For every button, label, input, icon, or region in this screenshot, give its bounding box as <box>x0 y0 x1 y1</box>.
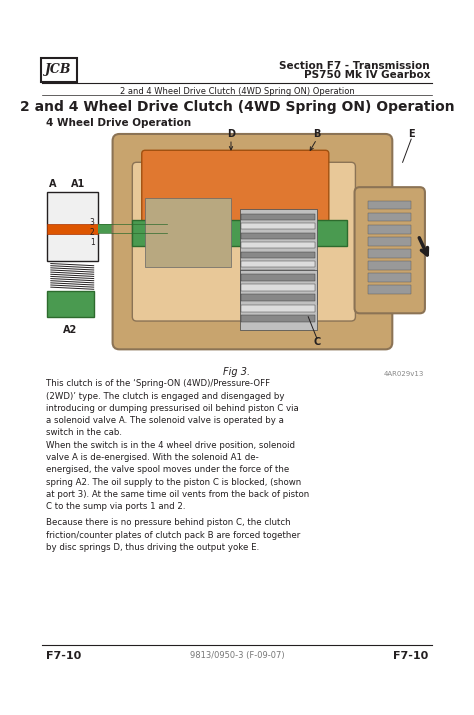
Text: 1: 1 <box>90 238 94 247</box>
Bar <box>368 249 411 257</box>
Bar <box>241 290 315 295</box>
Bar <box>368 201 411 209</box>
Bar <box>368 261 411 270</box>
FancyBboxPatch shape <box>142 150 329 226</box>
Text: 4AR029v13: 4AR029v13 <box>383 371 424 377</box>
Bar <box>145 198 231 267</box>
FancyBboxPatch shape <box>113 134 392 350</box>
Text: A: A <box>49 179 56 189</box>
Text: This clutch is of the ‘Spring-ON (4WD)/Pressure-OFF
(2WD)’ type. The clutch is e: This clutch is of the ‘Spring-ON (4WD)/P… <box>46 380 299 437</box>
FancyBboxPatch shape <box>132 162 356 321</box>
Bar <box>98 224 167 232</box>
Text: 4 Wheel Drive Operation: 4 Wheel Drive Operation <box>46 118 191 128</box>
Bar <box>368 273 411 282</box>
Bar <box>241 295 315 301</box>
Text: F7-10: F7-10 <box>393 651 428 661</box>
Bar <box>368 225 411 234</box>
Bar <box>42 128 432 368</box>
Bar <box>241 242 315 248</box>
Text: D: D <box>227 129 235 139</box>
Bar <box>239 270 317 330</box>
Bar <box>46 192 98 261</box>
Bar <box>239 209 317 304</box>
Bar <box>46 291 94 317</box>
Text: Section F7 - Transmission: Section F7 - Transmission <box>280 61 430 71</box>
Text: 9813/0950-3 (F-09-07): 9813/0950-3 (F-09-07) <box>190 651 284 661</box>
Bar <box>241 315 315 322</box>
Text: A1: A1 <box>71 179 85 189</box>
Text: Fig 3.: Fig 3. <box>223 367 251 377</box>
Bar <box>241 261 315 267</box>
Bar <box>241 252 315 257</box>
Text: A2: A2 <box>63 325 77 335</box>
Bar <box>368 285 411 294</box>
Bar <box>241 284 315 291</box>
Text: PS750 Mk IV Gearbox: PS750 Mk IV Gearbox <box>303 69 430 79</box>
Bar <box>241 214 315 220</box>
Text: 3: 3 <box>90 218 94 227</box>
Bar <box>241 270 315 277</box>
Bar <box>368 213 411 222</box>
Bar <box>241 280 315 286</box>
Bar <box>368 237 411 245</box>
Text: B: B <box>313 129 320 139</box>
Bar <box>132 220 347 245</box>
Text: 2: 2 <box>90 228 94 237</box>
Text: Because there is no pressure behind piston C, the clutch
friction/counter plates: Because there is no pressure behind pist… <box>46 518 300 552</box>
FancyBboxPatch shape <box>355 187 425 313</box>
FancyBboxPatch shape <box>40 58 76 82</box>
Bar <box>46 224 98 235</box>
Text: F7-10: F7-10 <box>46 651 81 661</box>
Text: When the switch is in the 4 wheel drive position, solenoid
valve A is de-energis: When the switch is in the 4 wheel drive … <box>46 441 309 511</box>
Text: 2 and 4 Wheel Drive Clutch (4WD Spring ON) Operation: 2 and 4 Wheel Drive Clutch (4WD Spring O… <box>119 87 355 96</box>
Bar <box>241 305 315 312</box>
Bar <box>241 232 315 239</box>
Bar <box>241 274 315 281</box>
Bar <box>241 223 315 230</box>
Text: JCB: JCB <box>46 63 72 76</box>
Text: C: C <box>313 337 320 347</box>
Text: E: E <box>408 129 414 139</box>
Text: 2 and 4 Wheel Drive Clutch (4WD Spring ON) Operation: 2 and 4 Wheel Drive Clutch (4WD Spring O… <box>20 99 454 114</box>
